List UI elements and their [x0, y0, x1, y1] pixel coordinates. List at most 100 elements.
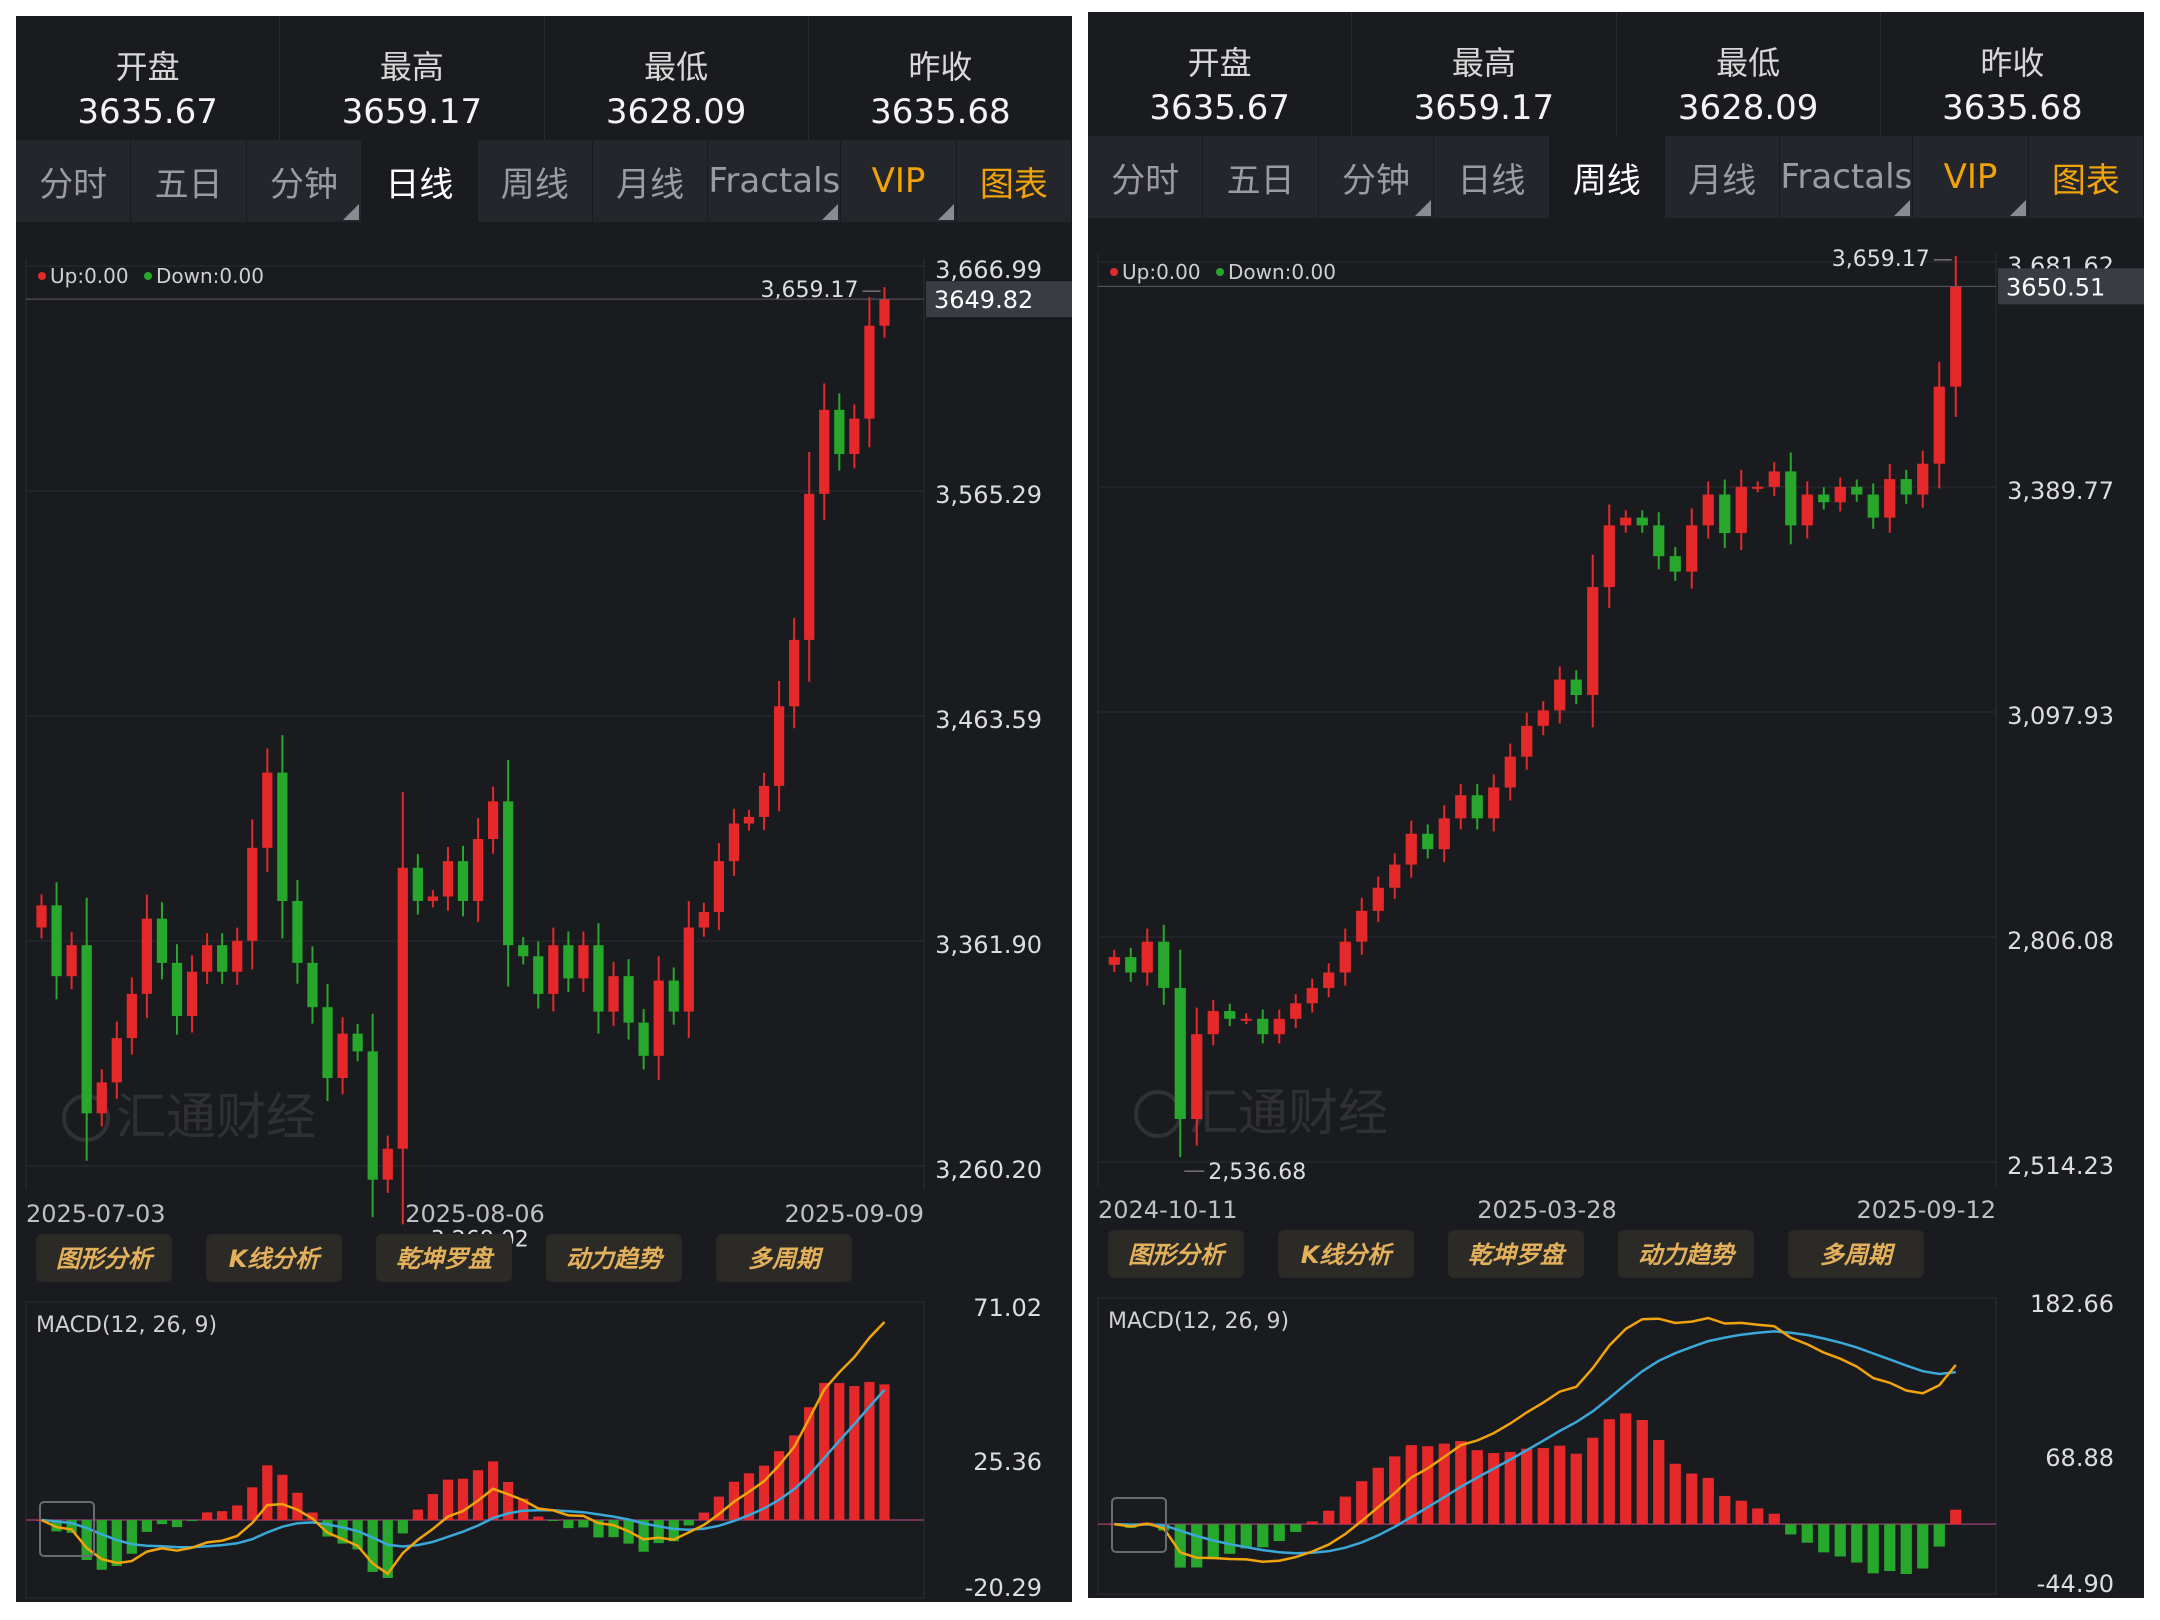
macd-frame	[1097, 1297, 1997, 1595]
macd-histogram-bar	[1603, 1419, 1615, 1525]
quote-low: 最低 3628.09	[1615, 12, 1880, 136]
macd-histogram-bar	[1653, 1440, 1665, 1525]
tab-fractals[interactable]: Fractals	[1780, 136, 1914, 218]
candle-body	[1620, 517, 1632, 526]
macd-histogram-bar	[683, 1520, 694, 1526]
macd-histogram-bar	[1257, 1524, 1269, 1548]
tab-vip[interactable]: VIP	[841, 140, 957, 222]
macd-histogram-bar	[1554, 1445, 1566, 1525]
macd-histogram-bar	[156, 1520, 168, 1525]
candle-body	[804, 493, 815, 640]
tab-five-day[interactable]: 五日	[1203, 136, 1319, 218]
candle-body	[789, 639, 800, 707]
candle-body	[593, 945, 604, 1012]
candle-body	[653, 980, 664, 1056]
macd-histogram-bar	[804, 1407, 815, 1521]
tool-button[interactable]	[1108, 1230, 1244, 1278]
tool-button[interactable]	[1278, 1230, 1414, 1278]
tab-monthly[interactable]: 月线	[593, 140, 709, 222]
candle-body	[382, 1148, 393, 1180]
tool-button[interactable]	[376, 1234, 512, 1282]
candle-body	[849, 418, 860, 455]
macd-histogram-bar	[1735, 1500, 1747, 1525]
candle-body	[1537, 710, 1549, 726]
candle-body	[1290, 1003, 1302, 1019]
tool-button[interactable]	[716, 1234, 852, 1282]
tab-five-day[interactable]: 五日	[131, 140, 247, 222]
candle-body	[623, 976, 634, 1023]
candle-body	[1488, 787, 1500, 819]
tab-chart[interactable]: 图表	[2029, 136, 2144, 218]
price-axis-label: 3,463.59	[935, 706, 1042, 734]
legend-down-label: Down:0.00	[1228, 260, 1336, 284]
candle-body	[563, 945, 574, 979]
macd-histogram-bar	[1339, 1496, 1351, 1525]
macd-histogram-bar	[879, 1384, 890, 1521]
tool-button-label: K线分析	[1301, 1241, 1395, 1269]
macd-histogram-bar	[1471, 1450, 1483, 1525]
tab-vip[interactable]: VIP	[1913, 136, 2029, 218]
current-price-label: 3649.82	[934, 286, 1033, 314]
candle-body	[472, 839, 484, 901]
date-axis-label: 2024-10-11	[1098, 1196, 1237, 1224]
macd-histogram-bar	[1455, 1441, 1467, 1525]
tab-minute[interactable]: 分钟	[1319, 136, 1435, 218]
macd-histogram-bar	[1356, 1481, 1368, 1525]
tool-button[interactable]	[546, 1234, 682, 1282]
candle-body	[1108, 957, 1120, 965]
macd-histogram-bar	[834, 1383, 845, 1521]
macd-histogram-bar	[819, 1382, 830, 1521]
macd-dif-line	[40, 1321, 886, 1576]
quote-low: 最低 3628.09	[543, 16, 808, 140]
candle-body	[96, 1082, 107, 1114]
macd-histogram-bar	[1636, 1420, 1648, 1525]
tool-button[interactable]	[1448, 1230, 1584, 1278]
date-axis-label: 2025-09-09	[785, 1200, 924, 1228]
tab-chart[interactable]: 图表	[957, 140, 1072, 222]
macd-histogram-bar	[51, 1520, 62, 1532]
tab-fractals[interactable]: Fractals	[708, 140, 842, 222]
tool-button[interactable]	[1788, 1230, 1924, 1278]
candle-body	[758, 785, 770, 817]
candle-body	[1735, 486, 1747, 534]
candle-body	[277, 772, 288, 901]
candle-body	[1405, 833, 1417, 865]
macd-frame	[25, 1301, 925, 1599]
tab-daily[interactable]: 日线	[1434, 136, 1550, 218]
price-axis-label: 3,097.93	[2007, 702, 2114, 730]
tab-minute[interactable]: 分钟	[247, 140, 363, 222]
macd-histogram-bar	[1768, 1513, 1780, 1525]
candle-body	[1521, 725, 1533, 757]
legend-down-dot	[144, 272, 152, 280]
price-axis-label: 3,260.20	[935, 1156, 1042, 1184]
current-price-tag	[1998, 268, 2144, 305]
daily-candlestick-chart[interactable]: 汇通财经Up:0.00Down:0.003,659.173,268.023,66…	[16, 222, 1072, 1602]
tool-button[interactable]	[36, 1234, 172, 1282]
tab-intraday[interactable]: 分时	[16, 140, 132, 222]
tab-daily[interactable]: 日线	[362, 140, 478, 222]
quote-prev-close: 昨收 3635.68	[807, 16, 1072, 140]
macd-histogram-bar	[307, 1512, 318, 1521]
candle-body	[1768, 471, 1780, 487]
legend-up-dot	[38, 272, 46, 280]
price-axis-label: 3,666.99	[935, 256, 1042, 284]
candle-body	[1851, 486, 1863, 495]
macd-histogram-bar	[1504, 1451, 1516, 1525]
candle-body	[171, 962, 183, 1016]
candle-body	[36, 905, 47, 928]
candle-body	[1504, 756, 1516, 788]
tab-intraday[interactable]: 分时	[1088, 136, 1204, 218]
tab-weekly[interactable]: 周线	[478, 140, 593, 222]
macd-dif-line	[1114, 1316, 1957, 1563]
macd-histogram-bar	[1191, 1524, 1203, 1568]
tool-button[interactable]	[206, 1234, 342, 1282]
tab-weekly[interactable]: 周线	[1549, 136, 1665, 218]
candle-body	[307, 962, 318, 1008]
tab-monthly[interactable]: 月线	[1665, 136, 1781, 218]
macd-histogram-bar	[1240, 1524, 1252, 1549]
tool-button[interactable]	[1618, 1230, 1754, 1278]
period-tabs: 分时 五日 分钟 日线 周线 月线 Fractals VIP 图表	[1088, 136, 2144, 218]
macd-histogram-bar	[247, 1487, 258, 1521]
candle-body	[1306, 987, 1318, 1004]
